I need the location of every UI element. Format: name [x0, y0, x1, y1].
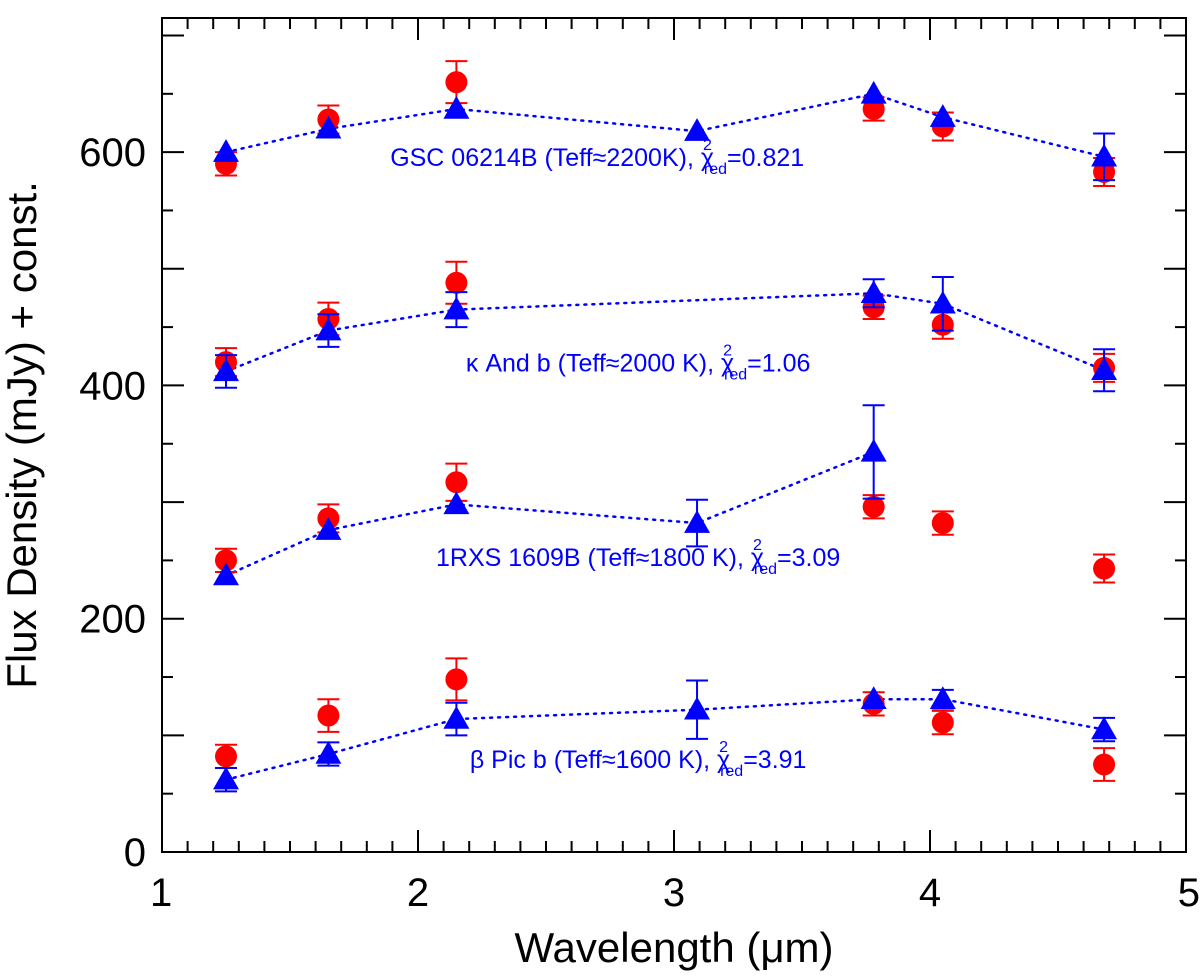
model-line	[224, 292, 1106, 373]
series-label-name: GSC 06214B (Teff≈2200K),	[390, 144, 701, 172]
series-label-sub: red	[724, 366, 747, 383]
model-point	[315, 317, 342, 341]
series-label-sup: 2	[719, 739, 728, 756]
y-tick-label: 0	[124, 831, 146, 875]
series-label: GSC 06214B (Teff≈2200K), χ2 red=0.821	[390, 137, 804, 178]
series-group	[213, 404, 1116, 586]
model-point	[315, 517, 342, 540]
series-label-name: κ And b (Teff≈2000 K),	[466, 349, 721, 377]
series-label-sup: 2	[753, 537, 762, 554]
series-label: β Pic b (Teff≈1600 K), χ2 red=3.91	[470, 739, 807, 780]
series-label-sup: 2	[703, 137, 712, 154]
model-point	[684, 510, 711, 533]
observed-point	[445, 71, 468, 94]
observed-point	[1093, 557, 1116, 580]
model-point	[213, 562, 239, 586]
model-point	[443, 95, 470, 119]
observed-point	[445, 668, 468, 691]
x-tick-label: 2	[407, 871, 429, 915]
series-label-chi: χ	[717, 746, 730, 774]
y-tick-label: 600	[79, 131, 146, 175]
series-label-sub: red	[754, 561, 777, 578]
series-label-chi: χ	[701, 144, 714, 172]
series-label-chi: χ	[721, 349, 734, 377]
observed-point	[1093, 753, 1116, 776]
model-point	[860, 438, 887, 462]
series-group	[213, 260, 1118, 393]
series-label-sub: red	[704, 161, 727, 178]
observed-point	[317, 704, 340, 727]
model-point	[860, 80, 887, 104]
series-label-value: =3.09	[777, 544, 840, 572]
data-series	[213, 60, 1118, 793]
model-point	[443, 706, 470, 729]
model-point	[315, 741, 342, 764]
series-label-sup: 2	[723, 342, 732, 359]
observed-point	[445, 471, 468, 494]
y-axis-label: Flux Density (mJy) + const.	[0, 181, 45, 689]
series-label: κ And b (Teff≈2000 K), χ2 red=1.06	[466, 342, 811, 383]
model-point	[684, 696, 711, 720]
model-point	[929, 290, 956, 314]
model-point	[1091, 143, 1118, 167]
y-tick-label: 200	[79, 598, 146, 642]
series-label: 1RXS 1609B (Teff≈1800 K), χ2 red=3.09	[436, 537, 840, 578]
series-label-value: =0.821	[727, 144, 804, 172]
model-point	[1091, 716, 1118, 740]
model-point	[684, 118, 711, 141]
observed-point	[215, 549, 237, 572]
x-axis-label: Wavelength (μm)	[514, 924, 833, 971]
model-point	[860, 280, 887, 304]
observed-point	[445, 271, 468, 294]
tick-labels: 1 2 3 4 5 0 200 400 600	[79, 131, 1200, 915]
axis-ticks	[161, 18, 1187, 853]
model-point	[860, 686, 887, 709]
x-tick-label: 5	[1178, 871, 1200, 915]
model-point	[1091, 357, 1118, 381]
model-point	[929, 104, 956, 127]
series-label-chi: χ	[751, 544, 764, 572]
observed-point	[931, 512, 954, 535]
series-group	[213, 657, 1118, 793]
series-group	[213, 60, 1118, 187]
model-point	[443, 296, 470, 320]
plot-frame	[161, 17, 1187, 853]
model-point	[213, 358, 239, 382]
model-point	[213, 766, 239, 790]
series-label-value: =1.06	[747, 349, 810, 377]
model-point	[213, 139, 239, 162]
model-point	[929, 686, 956, 709]
y-tick-label: 400	[79, 364, 146, 408]
observed-point	[215, 745, 237, 768]
model-point	[315, 115, 342, 139]
series-label-name: β Pic b (Teff≈1600 K),	[470, 746, 717, 774]
model-point	[443, 491, 470, 515]
series-label-sub: red	[720, 763, 743, 780]
x-tick-label: 3	[663, 871, 685, 915]
x-tick-label: 1	[150, 871, 172, 915]
observed-point	[862, 495, 885, 518]
x-tick-label: 4	[919, 871, 941, 915]
observed-point	[931, 711, 954, 734]
series-label-value: =3.91	[743, 746, 806, 774]
series-label-name: 1RXS 1609B (Teff≈1800 K),	[436, 544, 751, 572]
